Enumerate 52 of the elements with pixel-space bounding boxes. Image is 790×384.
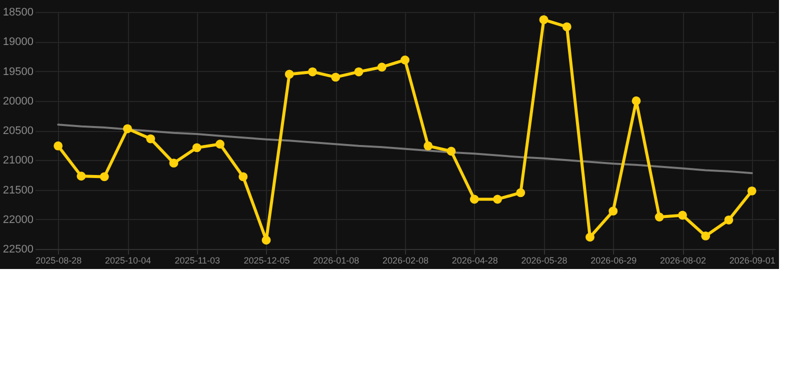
x-tick-label: 2026-08-02 — [660, 256, 706, 266]
x-tick-label: 2026-04-28 — [452, 256, 498, 266]
x-tick-label: 2025-08-28 — [36, 256, 82, 266]
point — [354, 67, 364, 76]
x-tick-label: 2025-12-05 — [244, 256, 290, 266]
x-tick-label: 2026-09-01 — [729, 256, 776, 266]
point — [701, 232, 710, 240]
point — [54, 141, 63, 150]
point — [724, 216, 734, 224]
x-tick-label: 2026-06-29 — [590, 256, 637, 266]
point — [146, 134, 156, 144]
point — [400, 56, 410, 64]
point — [470, 194, 479, 204]
x-tick-label: 2026-05-28 — [521, 256, 568, 266]
point — [747, 186, 756, 196]
point — [169, 158, 178, 168]
point — [678, 210, 687, 220]
point — [654, 212, 664, 222]
point — [539, 15, 548, 24]
y-tick-label: 21500 — [2, 184, 34, 196]
x-tick-label: 2025-10-04 — [104, 256, 152, 266]
y-tick-label: 22000 — [2, 214, 34, 226]
point — [192, 143, 202, 152]
point — [216, 140, 224, 149]
point — [284, 70, 294, 79]
point — [632, 96, 641, 106]
point — [262, 236, 271, 245]
line-series — [57, 124, 753, 174]
y-tick-label: 18500 — [2, 6, 34, 18]
point — [493, 194, 502, 204]
y-tick-label: 19500 — [2, 66, 34, 78]
y-tick-label: 20500 — [2, 125, 34, 137]
point — [608, 206, 618, 216]
point — [100, 172, 109, 182]
point — [238, 172, 248, 182]
point — [446, 146, 456, 156]
y-tick-label: 19000 — [2, 36, 34, 48]
x-tick-label: 2026-01-08 — [313, 256, 360, 266]
point — [586, 232, 594, 242]
point — [331, 72, 340, 82]
point — [424, 141, 433, 150]
point — [516, 188, 526, 198]
point — [377, 62, 386, 72]
y-tick-label: 22500 — [2, 244, 34, 256]
y-tick-label: 21000 — [2, 154, 34, 167]
point — [562, 22, 572, 32]
y-tick-label: 20000 — [2, 95, 34, 108]
x-tick-label: 2026-02-08 — [382, 256, 429, 266]
point — [123, 124, 132, 134]
point — [308, 67, 317, 76]
x-tick-label: 2025-11-03 — [174, 256, 220, 266]
point — [76, 172, 86, 181]
